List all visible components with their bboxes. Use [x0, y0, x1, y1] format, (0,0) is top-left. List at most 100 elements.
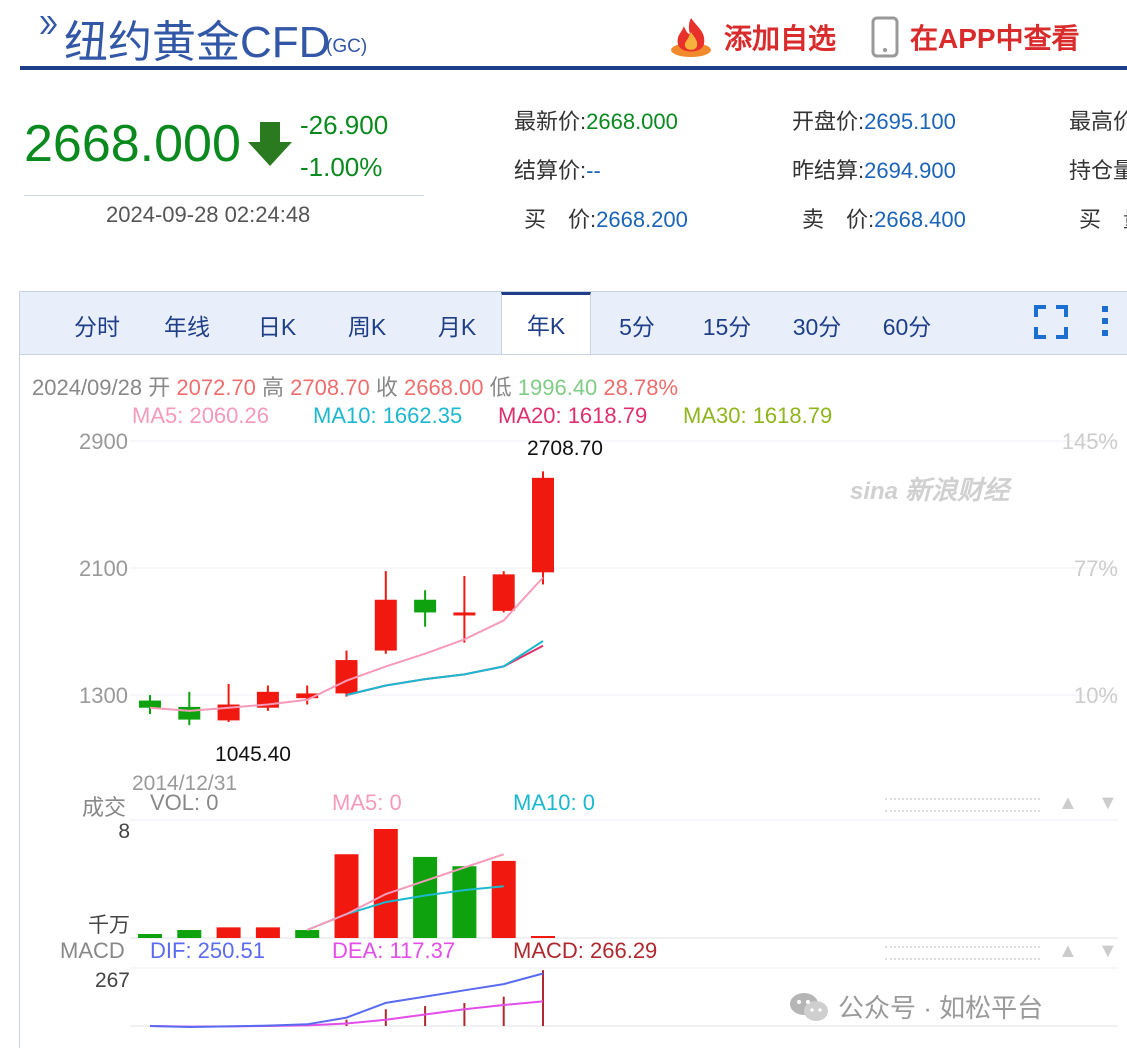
- macd-dif-line: [149, 972, 544, 1029]
- price-tick-label: 2900: [79, 429, 128, 454]
- volume-bar: [295, 930, 320, 938]
- volume-legend-ma5: MA5: 0: [332, 790, 402, 815]
- candle-body: [532, 477, 554, 573]
- tab-60min[interactable]: 60分: [882, 314, 932, 340]
- legend-ma20: MA20: 1618.79: [498, 403, 648, 428]
- current-price: 2668.000: [24, 115, 241, 173]
- info-prev-settle: 昨结算:2694.900: [792, 158, 956, 183]
- tab-5min[interactable]: 5分: [619, 314, 655, 340]
- volume-bar: [138, 934, 162, 938]
- volume-bar: [255, 927, 280, 938]
- candle-body: [414, 599, 437, 613]
- legend-ma30: MA30: 1618.79: [683, 403, 833, 428]
- page-title: 纽约黄金CFD: [64, 18, 331, 67]
- info-bid-volume: 买 量: [1079, 207, 1127, 232]
- volume-legend-ma10: MA10: 0: [513, 790, 595, 815]
- info-settle-price: 结算价:--: [514, 158, 601, 183]
- x-axis-date-label: 2014/12/31: [132, 772, 237, 795]
- macd-dea-line: [149, 1000, 544, 1028]
- info-ask-price: 卖 价:2668.400: [802, 207, 966, 232]
- tab-month-k[interactable]: 月K: [437, 314, 477, 340]
- quote-timestamp: 2024-09-28 02:24:48: [106, 202, 311, 227]
- tab-year-line[interactable]: 年线: [164, 314, 210, 340]
- wechat-watermark: 公众号 · 如松平台: [788, 988, 1043, 1025]
- ohlc-high-label: 高: [262, 375, 285, 400]
- fullscreen-icon[interactable]: [1034, 305, 1068, 339]
- double-chevron-icon: [40, 16, 57, 34]
- ma5-line: [149, 576, 544, 712]
- macd-down-icon[interactable]: ▼: [1098, 940, 1118, 962]
- volume-unit-label: 千万: [88, 914, 130, 937]
- macd-panel-title: MACD: [60, 938, 125, 963]
- volume-ma5-line: [306, 853, 505, 931]
- ohlc-close-label: 收: [375, 375, 398, 400]
- volume-panel-title: 成交: [82, 795, 127, 820]
- ohlc-low-label: 低: [489, 375, 512, 400]
- add-favorite-label: 添加自选: [724, 23, 837, 54]
- more-options-icon[interactable]: [1098, 304, 1112, 338]
- volume-bar: [334, 854, 359, 938]
- max-price-label: 2708.70: [527, 437, 603, 460]
- candle-body: [492, 574, 515, 611]
- sina-watermark: sina 新浪财经: [850, 475, 1010, 505]
- ohlc-low: 1996.40: [517, 375, 598, 400]
- volume-bar: [373, 829, 398, 938]
- quote-divider: [24, 195, 424, 196]
- macd-legend-dea: DEA: 117.37: [332, 938, 456, 963]
- info-open-interest: 持仓量: [1069, 158, 1127, 183]
- ma10-line: [346, 640, 544, 696]
- price-change: -26.900: [300, 110, 389, 140]
- volume-down-icon[interactable]: ▼: [1098, 792, 1118, 814]
- ohlc-high: 2708.70: [290, 375, 370, 400]
- fire-icon: [671, 18, 711, 57]
- symbol-code: (GC): [326, 36, 368, 57]
- pct-tick-label: 10%: [1074, 683, 1118, 708]
- open-in-app-button[interactable]: 在APP中查看: [870, 14, 1080, 60]
- volume-up-icon[interactable]: ▲: [1058, 792, 1078, 814]
- ohlc-summary: 2024/09/28 开 2072.70 高 2708.70 收 2668.00…: [32, 370, 678, 402]
- candle-body: [453, 612, 476, 616]
- candle-body: [296, 693, 319, 699]
- down-arrow-icon: [248, 122, 292, 166]
- min-price-label: 1045.40: [215, 743, 291, 766]
- volume-bar: [216, 927, 241, 938]
- tab-intraday[interactable]: 分时: [74, 314, 120, 340]
- add-favorite-button[interactable]: 添加自选: [668, 14, 836, 60]
- pct-tick-label: 145%: [1062, 429, 1118, 454]
- macd-legend-macd: MACD: 266.29: [513, 938, 658, 963]
- info-bid-price: 买 价:2668.200: [524, 207, 688, 232]
- ohlc-open-label: 开: [148, 375, 171, 400]
- phone-icon: [871, 16, 899, 58]
- tab-week-k[interactable]: 周K: [347, 314, 387, 340]
- info-latest-price: 最新价:2668.000: [514, 109, 678, 134]
- volume-bar: [452, 866, 477, 938]
- volume-drag-handle[interactable]: [885, 798, 1040, 812]
- macd-legend-dif: DIF: 250.51: [150, 938, 265, 963]
- price-tick-label: 2100: [79, 556, 128, 581]
- candle-body: [335, 660, 358, 694]
- open-in-app-label: 在APP中查看: [910, 23, 1080, 54]
- info-high-price: 最高价: [1069, 109, 1127, 134]
- macd-drag-handle[interactable]: [885, 946, 1040, 960]
- header-divider: [20, 66, 1127, 70]
- volume-top-label: 8: [118, 820, 130, 843]
- candle-body: [374, 599, 397, 651]
- volume-bar: [177, 930, 202, 938]
- macd-up-icon[interactable]: ▲: [1058, 940, 1078, 962]
- volume-bar: [531, 936, 555, 938]
- legend-ma10: MA10: 1662.35: [313, 403, 463, 428]
- ohlc-close: 2668.00: [403, 375, 484, 400]
- tab-30min[interactable]: 30分: [792, 314, 842, 340]
- chart-panel: [19, 291, 1127, 1048]
- candle-body: [178, 706, 201, 720]
- macd-top-label: 267: [95, 969, 130, 992]
- candle-body: [139, 700, 161, 708]
- tab-year-k[interactable]: 年K: [501, 292, 591, 354]
- pct-tick-label: 77%: [1074, 556, 1118, 581]
- price-change-pct: -1.00%: [300, 152, 383, 182]
- tab-15min[interactable]: 15分: [702, 314, 752, 340]
- ohlc-open: 2072.70: [176, 375, 256, 400]
- ohlc-change-pct: 28.78%: [603, 375, 679, 400]
- tab-day-k[interactable]: 日K: [257, 314, 297, 340]
